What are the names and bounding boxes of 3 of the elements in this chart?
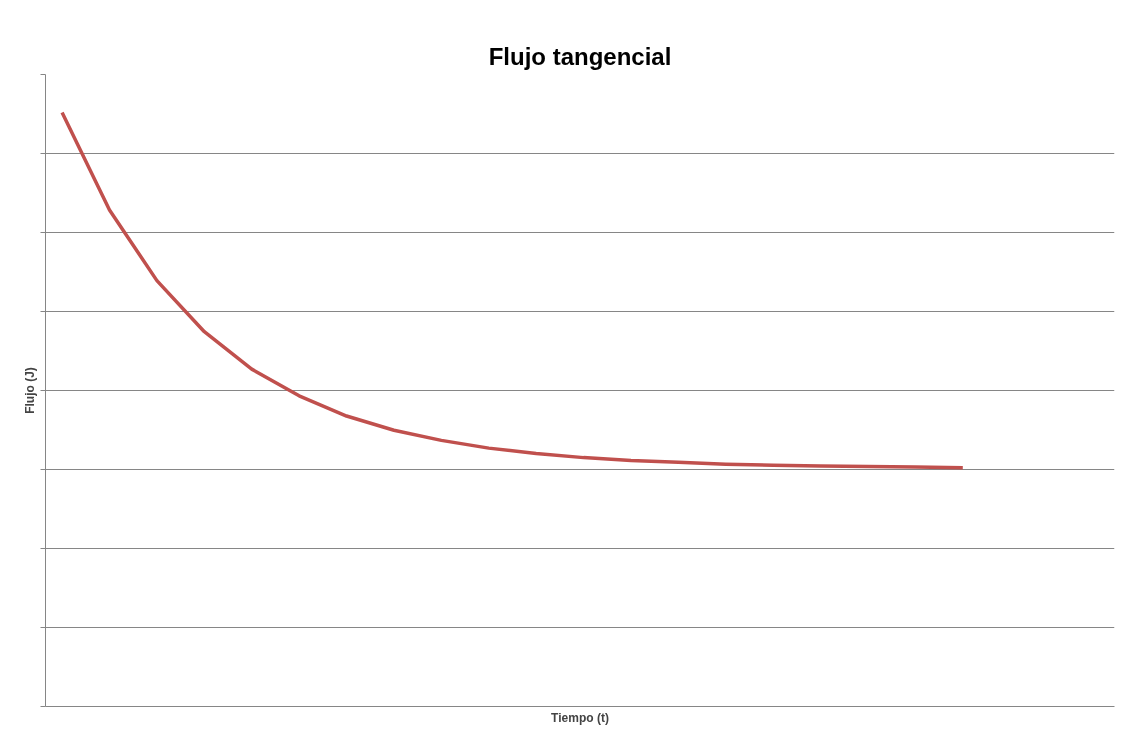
x-axis-title: Tiempo (t) xyxy=(551,710,609,725)
chart-title: Flujo tangencial xyxy=(488,42,672,70)
y-axis-title: Flujo (J) xyxy=(22,367,37,414)
